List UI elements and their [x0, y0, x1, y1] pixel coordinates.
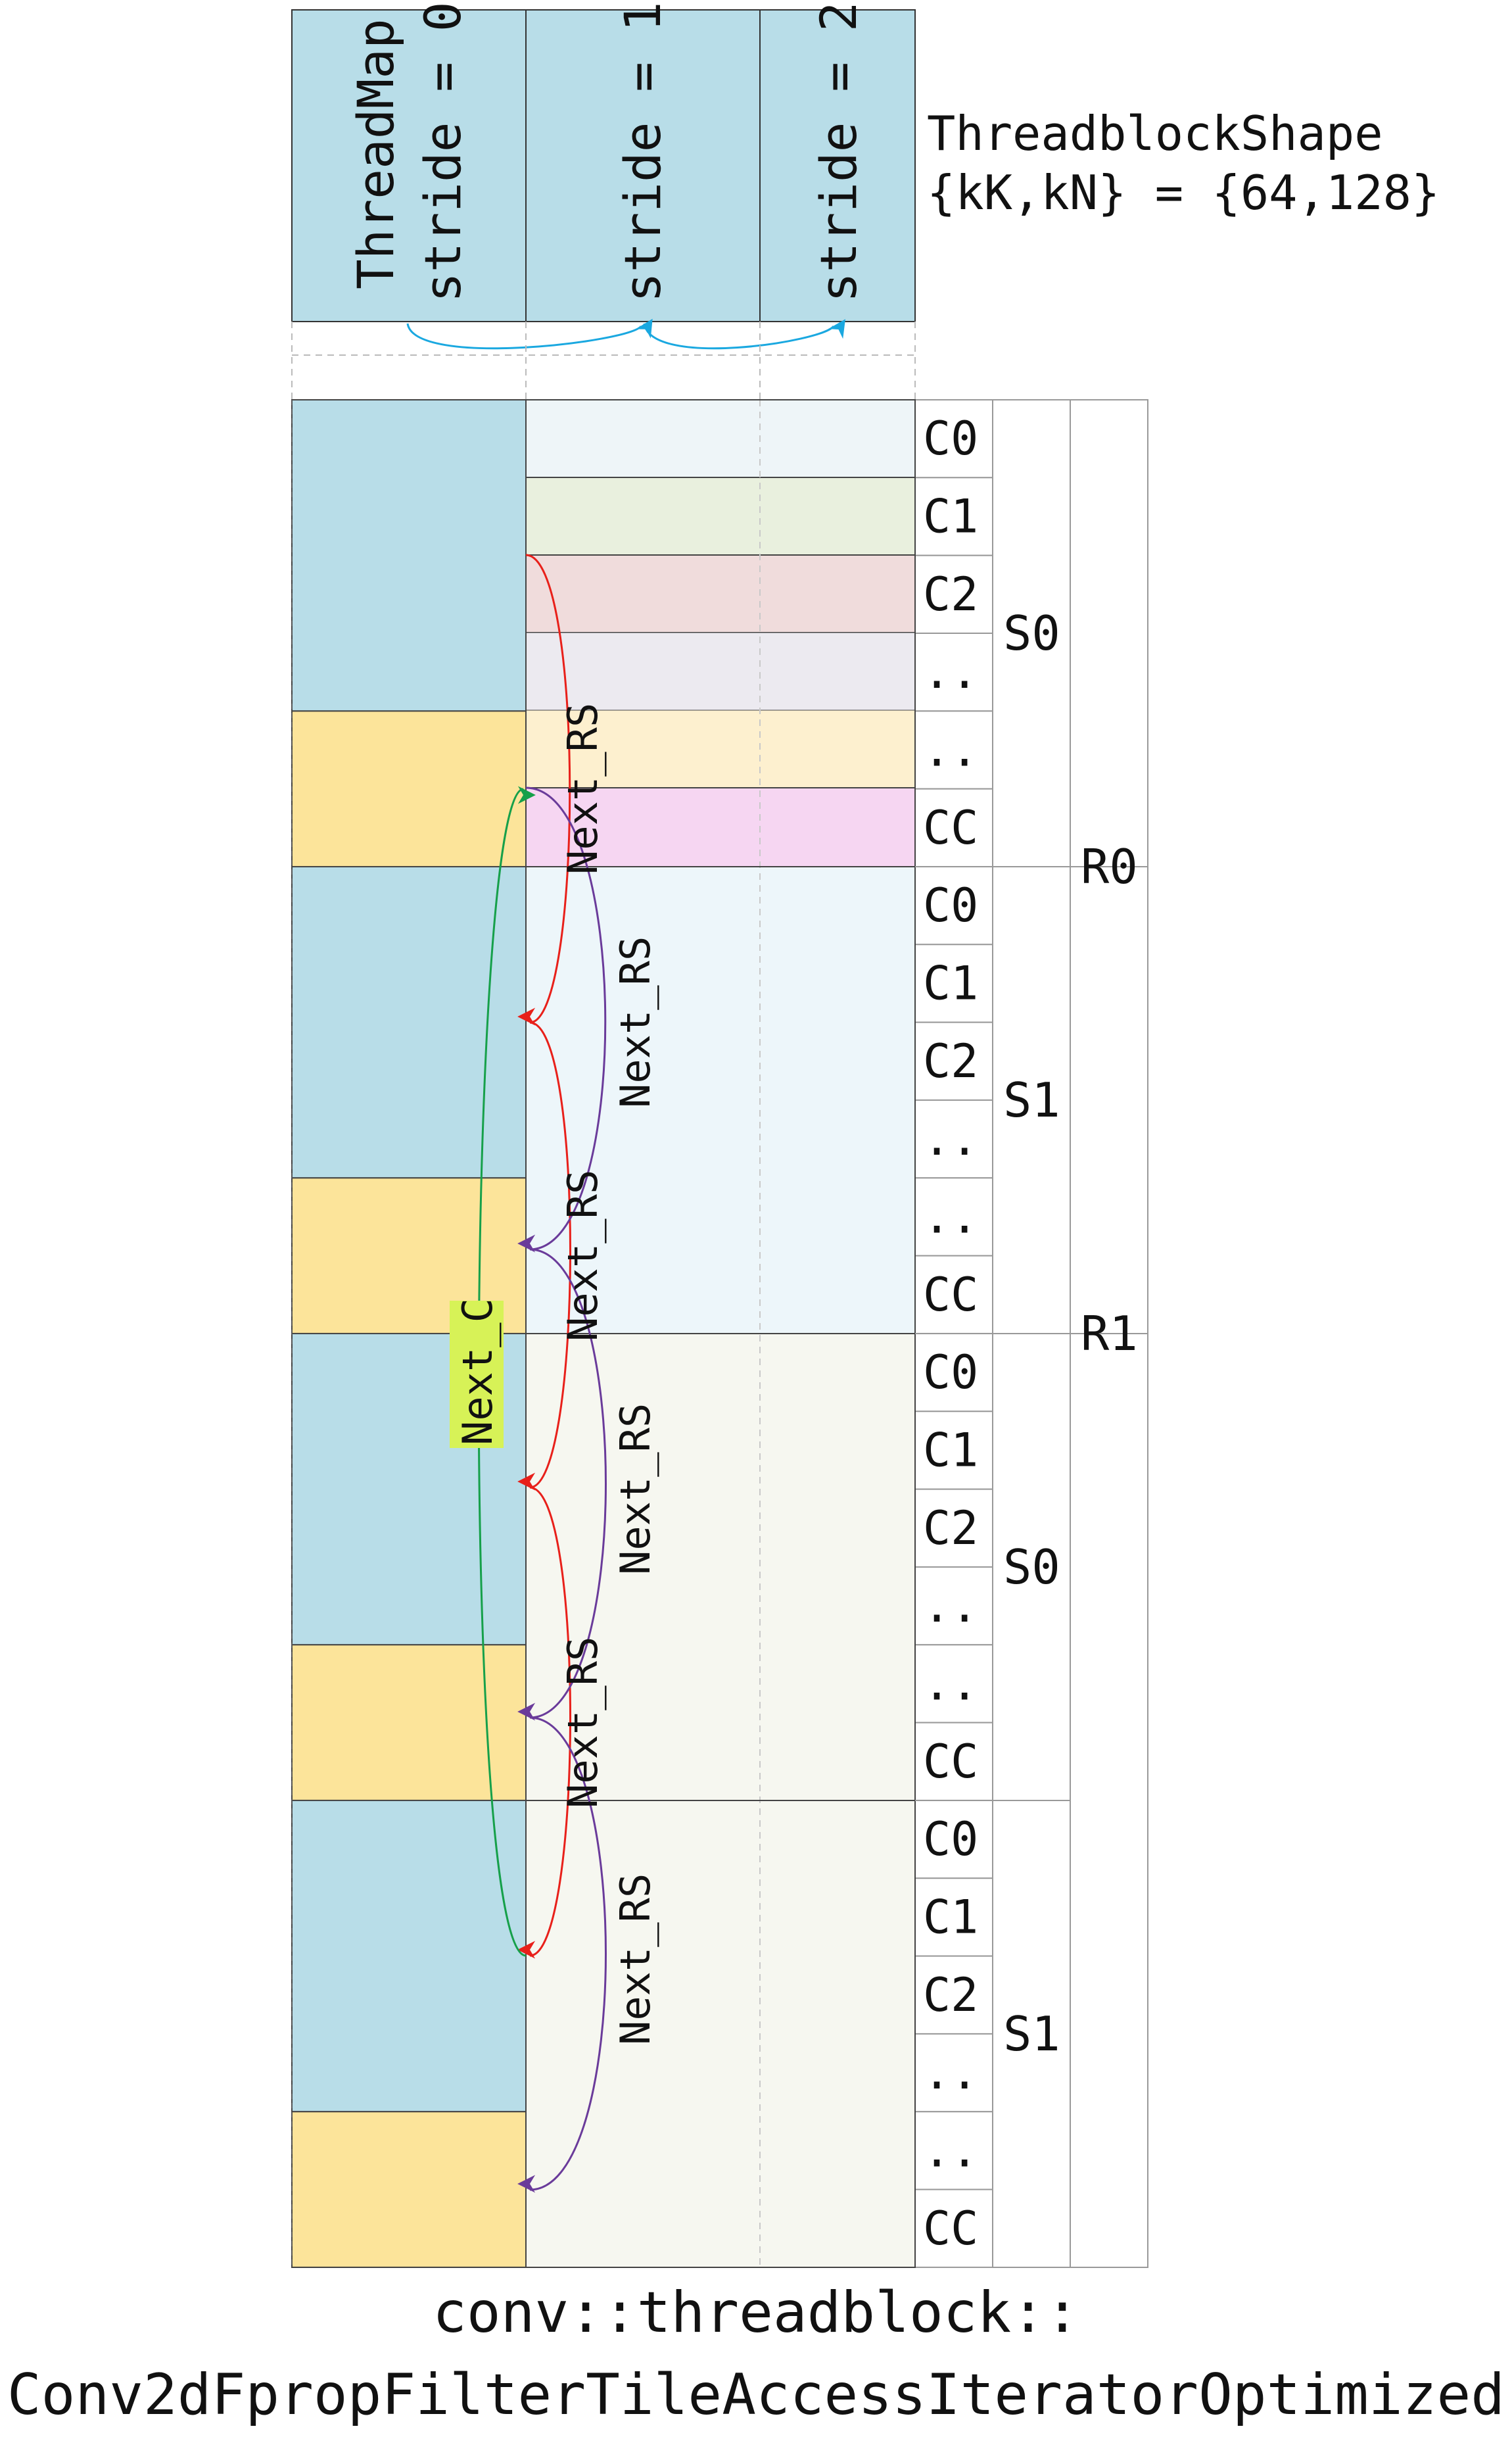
next-rs-arrow-red: [517, 554, 571, 1026]
next-rs-label: Next_RS: [559, 1637, 607, 1808]
row-c2-band: [525, 554, 916, 633]
tile-column: [291, 399, 527, 2268]
s-block-bg: [526, 1800, 915, 2267]
caption-line-2: Conv2dFpropFilterTileAccessIteratorOptim…: [7, 2361, 1505, 2428]
s-label: S0: [1003, 606, 1060, 661]
c-label: C1: [923, 956, 978, 1010]
c-label: C1: [923, 489, 978, 543]
c-label-cell: [914, 1722, 993, 1801]
c-label-cell: [914, 788, 993, 867]
caption-line-1: conv::threadblock::: [433, 2280, 1079, 2346]
next-rs-label: Next_RS: [559, 703, 607, 875]
c-label: ..: [923, 1112, 978, 1166]
c-label: ..: [923, 2123, 978, 2177]
c-label-cell: [914, 554, 993, 634]
tile-block-yellow: [291, 710, 527, 867]
c-label: ..: [923, 1656, 978, 1710]
c-label: C2: [923, 567, 978, 621]
next-rs-purple-arrows: [517, 786, 607, 2193]
c-label: ..: [923, 2046, 978, 2100]
c-label-cell: [914, 1255, 993, 1334]
s-block-bg: [526, 1334, 915, 1800]
next-rs-label: Next_RS: [611, 936, 659, 1108]
c-label: C1: [923, 1423, 978, 1477]
next-rs-label: Next_RS: [611, 1873, 659, 2045]
c-label-cell: [914, 1488, 993, 1568]
grid-backgrounds: [525, 400, 916, 2267]
tile-block-blue: [291, 865, 527, 1179]
s-label: S0: [1003, 1539, 1060, 1595]
c-label: ..: [923, 1190, 978, 1243]
c-label-cell: [914, 1411, 993, 1490]
r-label: R0: [1081, 839, 1138, 894]
c-label-cell: [914, 944, 993, 1023]
threadmap-header: ThreadMap stride = 0 stride = 1 stride =…: [291, 1, 1440, 400]
arrow-labels: Next_RS Next_RS Next_RS Next_RS Next_RS …: [450, 703, 659, 2045]
c-label: C0: [923, 412, 978, 466]
next-rs-arrow-red: [517, 1021, 571, 1491]
c-label-column: C0 C1 C2.... CC C0 C1 C2.... CC C0 C1 C2.... CC C0 C1…: [914, 399, 993, 2268]
c-label-cell: [914, 2033, 993, 2113]
c-label: C2: [923, 1501, 978, 1555]
next-rs-arrow-purple: [517, 1248, 607, 1721]
next-rs-arrow-purple: [517, 1716, 607, 2193]
c-label-cell: [914, 710, 993, 790]
s-block-bg: [526, 867, 915, 1334]
next-c-label: Next_C: [454, 1298, 502, 1445]
c-label: C0: [923, 879, 978, 932]
stride-0-box: [291, 9, 527, 322]
c-label: ..: [923, 723, 978, 777]
row-dots-band: [525, 632, 916, 711]
c-label: CC: [923, 2202, 978, 2256]
stride-2-box: [759, 9, 916, 322]
c-label-cell: [914, 399, 993, 479]
tile-block-yellow: [291, 2111, 527, 2268]
c-label: C2: [923, 1034, 978, 1088]
c-label: ..: [923, 645, 978, 699]
c-label-cell: [914, 632, 993, 712]
next-rs-arrow-red: [517, 1486, 571, 1959]
c-label: ..: [923, 1579, 978, 1633]
c-label: C1: [923, 1890, 978, 1944]
c-label-cell: [914, 1099, 993, 1179]
caption: conv::threadblock:: Conv2dFpropFilterTil…: [0, 2272, 1512, 2436]
row-c1-band: [525, 477, 916, 556]
r-cell-1: [1070, 1333, 1148, 2268]
c-label: C2: [923, 1968, 978, 2022]
next-rs-arrow-purple: [517, 786, 607, 1253]
c-label-cell: [914, 1021, 993, 1101]
tile-block-blue: [291, 1799, 527, 2113]
next-rs-red-arrows: [517, 554, 571, 1959]
c-label-cell: [914, 1955, 993, 2035]
r-label: R1: [1081, 1306, 1138, 1361]
threadblock-shape-value: {kK,kN} = {64,128}: [927, 165, 1440, 220]
stride-1-box: [525, 9, 761, 322]
c-label: CC: [923, 1268, 978, 1322]
next-c-highlight: [450, 1301, 504, 1448]
c-label: CC: [923, 1735, 978, 1789]
c-label-cell: [914, 1799, 993, 1879]
next-rs-label: Next_RS: [559, 1170, 607, 1341]
threadmap-label: ThreadMap: [346, 18, 405, 289]
stride-0-label: stride = 0: [413, 1, 472, 302]
c-label: C0: [923, 1812, 978, 1866]
next-rs-label: Next_RS: [611, 1403, 659, 1575]
row-cc-band: [525, 787, 916, 867]
stride-arrow-0-to-1: [406, 318, 653, 350]
c-label: CC: [923, 801, 978, 855]
s-r-columns: S0 S1 S0 S1 R0 R1: [915, 399, 1148, 2268]
stride-1-label: stride = 1: [613, 1, 672, 302]
s-label: S1: [1003, 1073, 1060, 1128]
stride-2-label: stride = 2: [809, 1, 868, 302]
c-label: C0: [923, 1345, 978, 1399]
tile-block-blue: [291, 399, 527, 712]
threadblock-shape-label: ThreadblockShape: [927, 106, 1383, 161]
s-label: S1: [1003, 2006, 1060, 2062]
row-dots-band: [525, 710, 916, 788]
stride-arrow-1-to-2: [643, 319, 846, 350]
